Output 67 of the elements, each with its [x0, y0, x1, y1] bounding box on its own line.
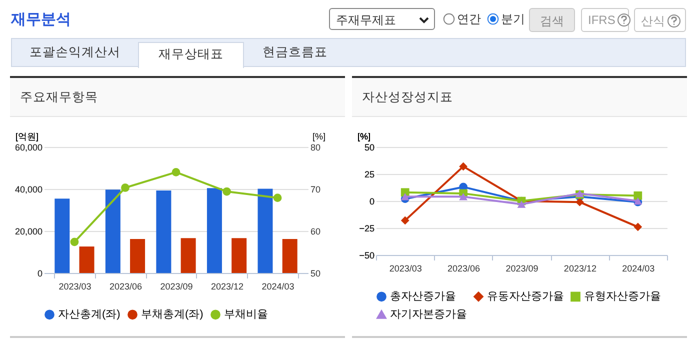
legend-label: 유동자산증가율 [487, 290, 564, 303]
x-tick-label: 2023/12 [210, 282, 244, 292]
x-tick-label: 2023/12 [564, 264, 596, 274]
legend-label: 총자산증가율 [390, 290, 456, 303]
chart-title: 자산성장성지표 [352, 78, 687, 117]
point [273, 194, 282, 202]
y-axis-title: [%] [357, 132, 370, 142]
text: 재무분석 [11, 10, 71, 29]
x-tick-label: 2023/06 [448, 264, 480, 274]
text: 현금흐름표 [262, 44, 328, 61]
y-tick-label: 0 [37, 268, 42, 278]
y2-axis-title: [%] [312, 132, 326, 142]
y-tick-label: 60,000 [14, 142, 42, 152]
y-tick-label: 0 [369, 196, 374, 206]
bar [105, 190, 120, 273]
point [70, 238, 79, 246]
text: 검색 [529, 8, 575, 32]
legend-label: 유형자산증가율 [584, 290, 661, 303]
chart-title: 주요재무항목 [10, 78, 345, 117]
legend-label: 부채비율 [224, 308, 268, 321]
point [172, 168, 180, 176]
text: 산식 [641, 14, 665, 28]
y2-tick-label: 50 [310, 268, 321, 278]
x-tick-label: 2023/03 [58, 282, 92, 292]
bar [232, 238, 247, 273]
bar [258, 188, 273, 273]
y2-tick-label: 60 [310, 226, 321, 236]
point [400, 193, 410, 200]
bar [206, 188, 222, 273]
text: 포괄손익계산서 [28, 44, 122, 61]
text: 분기 [501, 11, 525, 28]
bar [156, 190, 172, 273]
y-tick-label: 50 [364, 142, 374, 152]
point [459, 193, 468, 200]
x-tick-label: 2023/06 [109, 282, 142, 292]
point [222, 187, 231, 196]
bar [282, 238, 298, 273]
legend-label: 자산총계(좌) [58, 308, 120, 321]
bar [180, 238, 196, 273]
bar [54, 198, 70, 273]
x-tick-label: 2023/03 [389, 264, 422, 274]
legend-label: 부채총계(좌) [141, 308, 204, 321]
text: IFRS [588, 13, 616, 27]
text: 재무상태표 [138, 42, 244, 68]
x-tick-label: 2023/09 [160, 282, 193, 292]
text: 주재무제표 [329, 8, 435, 30]
point [634, 191, 642, 200]
point [400, 216, 410, 225]
y-tick-label: 40,000 [14, 184, 42, 194]
bar [130, 238, 146, 273]
y-axis-title: [억원] [15, 132, 38, 142]
point [459, 162, 468, 171]
y-tick-label: −50 [359, 250, 374, 260]
y2-tick-label: 70 [310, 184, 321, 194]
y-tick-label: −25 [359, 224, 374, 234]
point [121, 184, 130, 192]
text: 연간 [457, 11, 481, 28]
legend-label: 자기자본증가율 [390, 308, 467, 320]
x-tick-label: 2023/09 [506, 264, 538, 274]
x-tick-label: 2024/03 [262, 282, 294, 292]
y-tick-label: 25 [364, 170, 374, 180]
x-tick-label: 2024/03 [622, 264, 655, 274]
point [634, 222, 642, 232]
y-tick-label: 20,000 [14, 226, 42, 236]
y2-tick-label: 80 [310, 142, 321, 152]
point [517, 200, 526, 208]
bar [79, 246, 94, 273]
